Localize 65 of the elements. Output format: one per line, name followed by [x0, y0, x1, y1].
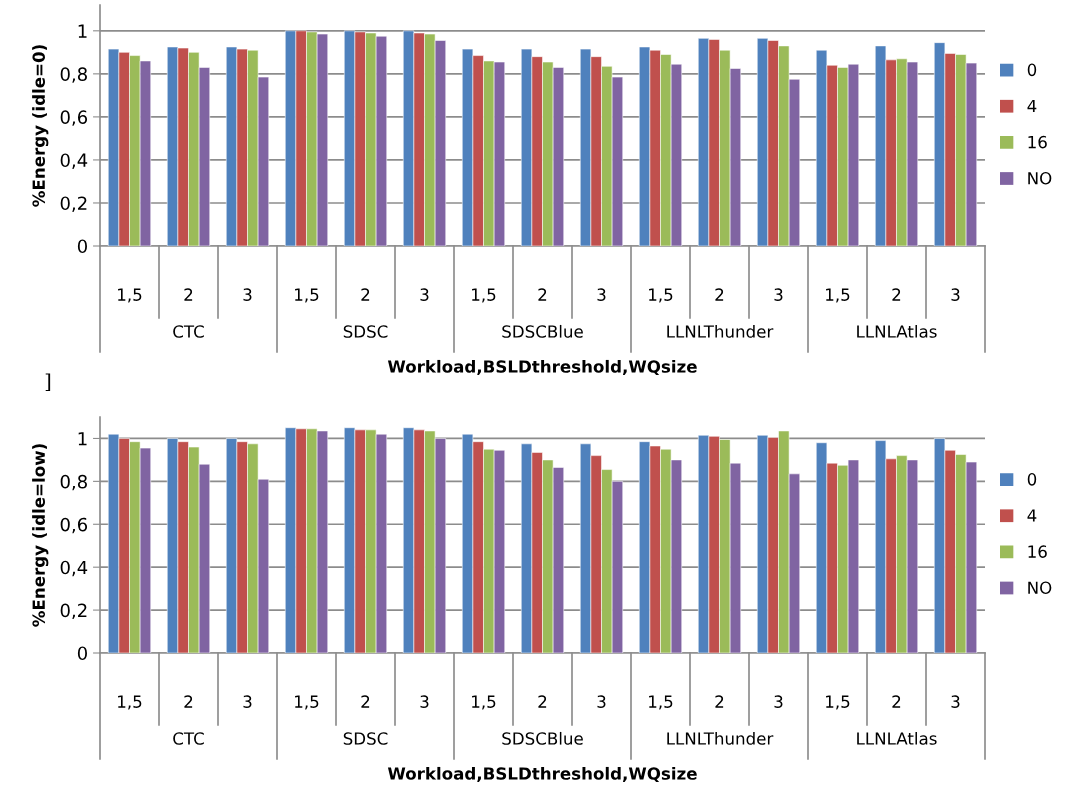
x-tick-label: 1,5	[472, 288, 496, 303]
x-tick-label: 3	[951, 695, 960, 708]
x-tick-label: 1,5	[826, 695, 850, 710]
x-tick-label: 1,5	[118, 288, 142, 303]
x-tick-label: 2	[715, 695, 724, 708]
y-tick-label: 1	[78, 24, 87, 38]
x-tick-label: 1,5	[472, 695, 496, 710]
x-tick-label: 1,5	[649, 288, 673, 303]
x-tick-label: 1,5	[649, 695, 673, 710]
text: CTC	[173, 325, 204, 338]
text: SDSCBlue	[502, 324, 583, 338]
x-tick-label: 2	[538, 288, 547, 301]
y-tick-label: 0,6	[60, 517, 88, 534]
legend-label: 16	[1028, 135, 1047, 149]
text: LLNLThunder	[667, 324, 774, 338]
x-tick-label: 3	[597, 288, 606, 301]
x-axis-title: Workload,BSLDthreshold,WQsize	[387, 766, 697, 783]
x-tick-label: 3	[597, 695, 606, 708]
text: LLNLAtlas	[857, 324, 937, 338]
y-axis-title: %Energy (idle=low)	[32, 444, 49, 627]
text: SDSCBlue	[502, 731, 583, 745]
legend-label: 0	[1027, 473, 1037, 486]
text: ]	[45, 373, 51, 391]
legend-label: NO	[1028, 171, 1052, 185]
text: CTC	[173, 732, 204, 745]
x-tick-label: 2	[184, 695, 193, 708]
x-tick-label: 3	[774, 288, 783, 301]
y-tick-label: 0	[77, 239, 87, 254]
y-tick-label: 0,6	[60, 110, 88, 126]
y-tick-label: 1	[78, 432, 87, 446]
y-tick-label: 0	[77, 646, 87, 661]
x-tick-label: 3	[420, 695, 429, 708]
x-tick-label: 3	[951, 288, 960, 301]
legend-label: 4	[1027, 509, 1037, 522]
text: LLNLThunder	[667, 731, 774, 745]
legend-label: NO	[1028, 581, 1052, 595]
y-tick-label: 0,2	[60, 196, 87, 212]
y-tick-label: 0,8	[60, 67, 87, 83]
y-tick-label: 0,8	[60, 474, 87, 491]
x-tick-label: 3	[774, 695, 783, 708]
y-tick-label: 0,4	[60, 153, 88, 169]
x-tick-label: 2	[715, 288, 724, 301]
x-tick-label: 3	[243, 695, 252, 708]
x-tick-label: 1,5	[118, 695, 142, 710]
x-tick-label: 2	[892, 695, 901, 708]
text: SDSC	[343, 325, 388, 338]
y-tick-label: 0,4	[60, 560, 88, 577]
legend-label: 4	[1027, 99, 1037, 113]
x-tick-label: 1,5	[295, 695, 319, 710]
legend-label: 0	[1027, 63, 1037, 77]
x-tick-label: 2	[361, 288, 370, 301]
x-axis-title: Workload,BSLDthreshold,WQsize	[387, 359, 697, 376]
legend-label: 16	[1028, 545, 1047, 558]
y-axis-title: %Energy (idle=0)	[32, 45, 49, 207]
x-tick-label: 3	[420, 288, 429, 301]
x-tick-label: 2	[538, 695, 547, 708]
x-tick-label: 2	[892, 288, 901, 301]
x-tick-label: 3	[243, 288, 252, 301]
y-tick-label: 0,2	[60, 603, 87, 620]
x-tick-label: 1,5	[295, 288, 319, 303]
text: SDSC	[343, 732, 388, 745]
x-tick-label: 2	[361, 695, 370, 708]
text: LLNLAtlas	[857, 731, 937, 745]
x-tick-label: 2	[184, 288, 193, 301]
x-tick-label: 1,5	[826, 288, 850, 303]
